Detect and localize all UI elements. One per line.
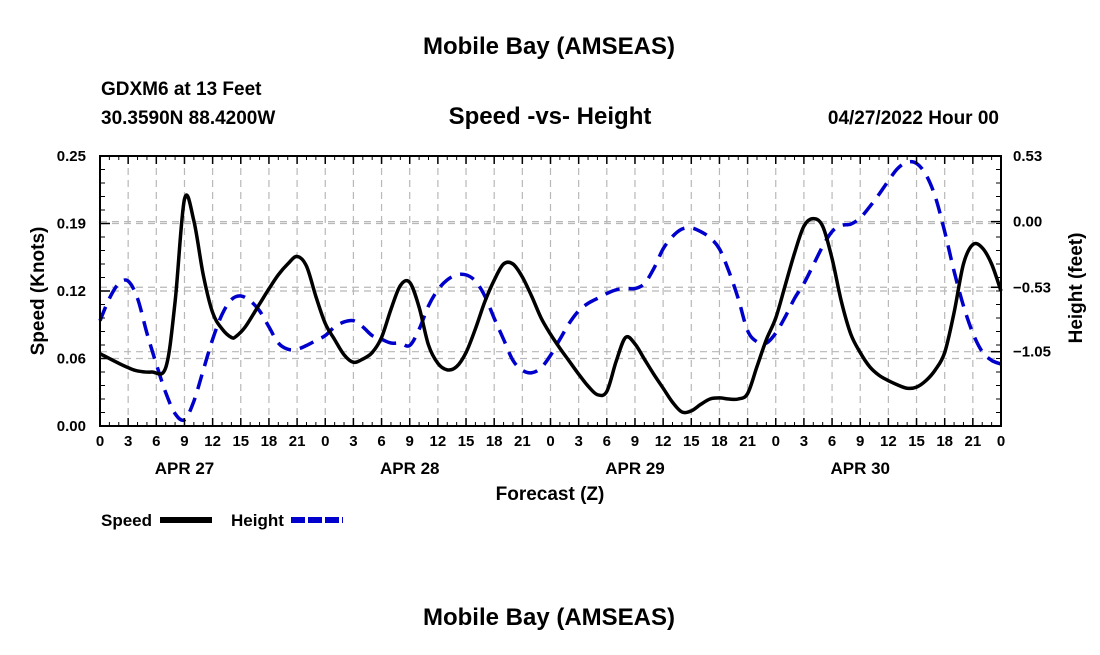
station-label: GDXM6 at 13 Feet bbox=[101, 79, 262, 100]
forecast-datetime: 04/27/2022 Hour 00 bbox=[828, 108, 999, 129]
y-left-tick-label: 0.25 bbox=[57, 148, 86, 165]
x-axis-label: Forecast (Z) bbox=[496, 484, 605, 505]
x-tick-label: 12 bbox=[655, 433, 672, 450]
x-tick-label: 3 bbox=[574, 433, 582, 450]
x-tick-label: 9 bbox=[856, 433, 864, 450]
x-tick-label: 6 bbox=[603, 433, 611, 450]
y-right-tick-label: 0.00 bbox=[1013, 214, 1042, 231]
x-tick-label: 3 bbox=[349, 433, 357, 450]
axes-layer: 0 3 6 9 12 15 18 21 0 3 6 9 12 15 18 21 0 3 6 9 12 15 18 21 0 3 6 9… bbox=[57, 148, 1051, 478]
x-tick-label: 6 bbox=[152, 433, 160, 450]
x-tick-label: 18 bbox=[711, 433, 728, 450]
height-series-line bbox=[98, 159, 1002, 423]
legend-speed-label: Speed bbox=[101, 511, 152, 530]
x-tick-label: 15 bbox=[908, 433, 925, 450]
x-tick-label: 18 bbox=[261, 433, 278, 450]
x-tick-label: 0 bbox=[321, 433, 329, 450]
y-axis-label-right: Height (feet) bbox=[1066, 233, 1087, 344]
x-tick-label: 3 bbox=[800, 433, 808, 450]
y-right-tick-label: −1.05 bbox=[1013, 344, 1051, 361]
y-left-tick-label: 0.12 bbox=[57, 283, 86, 300]
y-axis-label-left: Speed (Knots) bbox=[28, 227, 49, 356]
x-tick-label: 12 bbox=[430, 433, 447, 450]
x-tick-label: 9 bbox=[180, 433, 188, 450]
series-layer bbox=[98, 159, 1003, 423]
x-tick-label: 18 bbox=[936, 433, 953, 450]
y-left-tick-label: 0.19 bbox=[57, 216, 86, 233]
x-tick-label: 15 bbox=[458, 433, 475, 450]
y-left-tick-label: 0.06 bbox=[57, 351, 86, 368]
legend: Speed Height bbox=[101, 511, 343, 530]
y-right-tick-label: 0.53 bbox=[1013, 148, 1042, 165]
x-tick-label: 18 bbox=[486, 433, 503, 450]
x-tick-label: 21 bbox=[739, 433, 756, 450]
x-tick-label: 0 bbox=[546, 433, 554, 450]
day-label: APR 27 bbox=[155, 459, 215, 478]
y-right-tick-label: −0.53 bbox=[1013, 279, 1051, 296]
footer-title: Mobile Bay (AMSEAS) bbox=[423, 604, 675, 631]
day-label: APR 29 bbox=[605, 459, 665, 478]
x-tick-label: 12 bbox=[204, 433, 221, 450]
x-tick-label: 6 bbox=[377, 433, 385, 450]
day-label: APR 30 bbox=[830, 459, 890, 478]
speed-series-line bbox=[99, 193, 1003, 415]
x-tick-label: 0 bbox=[997, 433, 1005, 450]
x-tick-label: 9 bbox=[631, 433, 639, 450]
chart-main-title: Mobile Bay (AMSEAS) bbox=[423, 33, 675, 60]
station-coordinates: 30.3590N 88.4200W bbox=[101, 108, 275, 129]
legend-height-label: Height bbox=[231, 511, 284, 530]
gridlines bbox=[100, 156, 1001, 426]
x-tick-label: 15 bbox=[232, 433, 249, 450]
chart-subtitle: Speed -vs- Height bbox=[449, 103, 652, 130]
x-tick-label: 21 bbox=[514, 433, 531, 450]
x-tick-label: 21 bbox=[289, 433, 306, 450]
x-tick-label: 21 bbox=[965, 433, 982, 450]
x-tick-label: 6 bbox=[828, 433, 836, 450]
day-label: APR 28 bbox=[380, 459, 440, 478]
x-tick-label: 15 bbox=[683, 433, 700, 450]
x-tick-label: 0 bbox=[96, 433, 104, 450]
y-left-tick-label: 0.00 bbox=[57, 418, 86, 435]
x-tick-label: 0 bbox=[772, 433, 780, 450]
x-tick-label: 9 bbox=[406, 433, 414, 450]
x-tick-label: 3 bbox=[124, 433, 132, 450]
x-tick-label: 12 bbox=[880, 433, 897, 450]
